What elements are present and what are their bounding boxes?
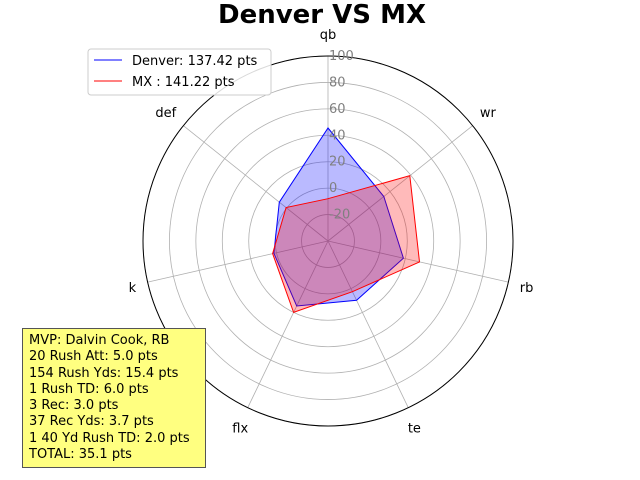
chart-title: Denver VS MX <box>218 0 426 30</box>
legend: Denver: 137.42 pts MX : 141.22 pts <box>87 48 272 96</box>
spoke-def <box>183 125 329 242</box>
category-label-wr: wr <box>480 106 497 121</box>
radial-tick-label: 0 <box>329 181 337 196</box>
category-label-flx: flx <box>232 422 248 437</box>
radial-tick-label: 20 <box>329 155 346 170</box>
radar-grid <box>142 55 514 427</box>
radial-tick-label: 80 <box>329 75 346 90</box>
category-label-qb: qb <box>320 28 337 43</box>
spoke-k <box>147 240 329 283</box>
mvp-line: 37 Rec Yds: 3.7 pts <box>29 414 154 430</box>
spoke-flx <box>247 240 329 408</box>
radial-tick-label: -20 <box>329 208 350 223</box>
mvp-line: 3 Rec: 3.0 pts <box>29 398 119 414</box>
legend-box <box>87 48 272 96</box>
legend-entry-1: MX : 141.22 pts <box>132 75 235 90</box>
mvp-line: 1 Rush TD: 6.0 pts <box>29 381 149 397</box>
mvp-line: TOTAL: 35.1 pts <box>29 447 132 463</box>
radial-tick-label: 40 <box>329 128 346 143</box>
radar-labels: -20 0 20 40 60 80 100 qb wr rb te flx k def <box>129 28 534 437</box>
series-area-0 <box>273 127 404 307</box>
category-label-def: def <box>155 106 176 121</box>
radial-tick-label: 100 <box>329 49 354 64</box>
spoke-rb <box>327 240 509 283</box>
mvp-annotation-box: MVP: Dalvin Cook, RB 20 Rush Att: 5.0 pts… <box>22 328 206 468</box>
spoke-wr <box>327 125 473 242</box>
mvp-line: 20 Rush Att: 5.0 pts <box>29 349 158 365</box>
radial-tick-label: 60 <box>329 102 346 117</box>
spoke-te <box>327 240 409 408</box>
category-label-k: k <box>129 281 137 296</box>
radar-series <box>272 127 421 314</box>
polar-frame <box>142 55 514 427</box>
legend-entry-0: Denver: 137.42 pts <box>132 54 258 69</box>
mvp-line: 1 40 Yd Rush TD: 2.0 pts <box>29 430 190 446</box>
mvp-line: 154 Rush Yds: 15.4 pts <box>29 365 179 381</box>
series-area-1 <box>272 175 421 314</box>
category-label-te: te <box>408 422 421 437</box>
category-label-rb: rb <box>520 281 534 296</box>
mvp-line: MVP: Dalvin Cook, RB <box>29 333 170 348</box>
